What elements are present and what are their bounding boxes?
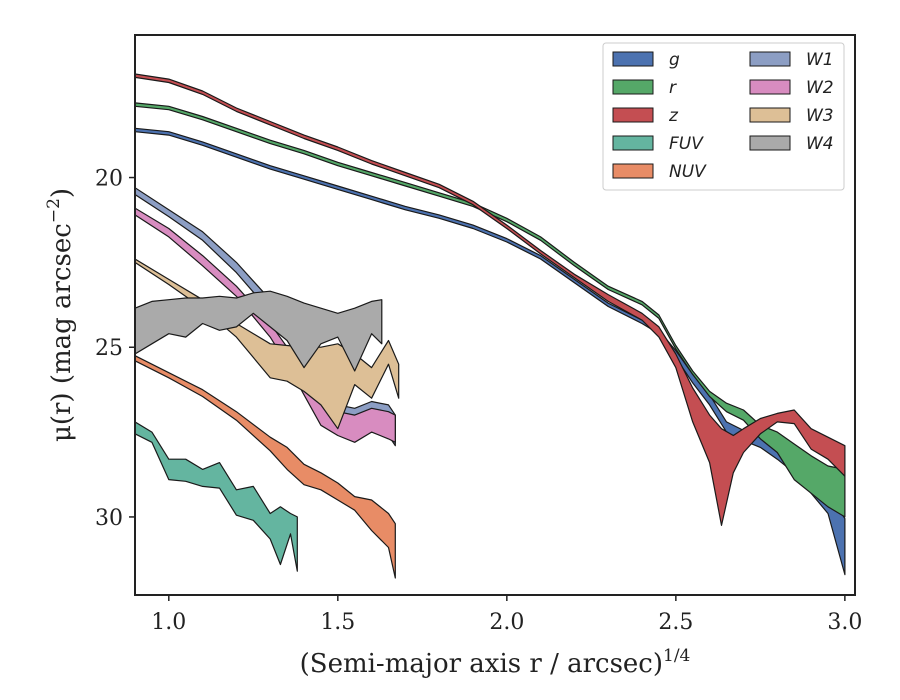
legend-item-z: z xyxy=(612,106,679,126)
legend-swatch xyxy=(612,107,654,123)
legend-swatch xyxy=(612,79,654,95)
legend-item-w4: W4 xyxy=(749,134,834,154)
legend-swatch xyxy=(749,135,791,151)
legend-label: z xyxy=(668,106,679,126)
legend: grz FUV NUV W1 W2 W3 W4 xyxy=(602,42,845,191)
legend-swatch xyxy=(749,107,791,123)
legend-item-w2: W2 xyxy=(749,78,834,98)
band-w4 xyxy=(135,290,383,372)
legend-item-nuv: NUV xyxy=(612,162,707,182)
legend-item-r: r xyxy=(612,78,677,98)
legend-item-w3: W3 xyxy=(749,106,834,126)
y-axis-label: μ(r) (mag arcsec−2) xyxy=(44,188,77,442)
legend-label: W3 xyxy=(806,106,834,126)
y-tick-label: 20 xyxy=(95,167,123,192)
x-tick-label: 2.0 xyxy=(489,610,524,635)
band-fuv xyxy=(135,421,298,572)
legend-swatch xyxy=(612,163,654,179)
legend-label: r xyxy=(669,78,677,98)
legend-swatch xyxy=(749,79,791,95)
legend-label: W1 xyxy=(806,50,834,70)
legend-item-fuv: FUV xyxy=(612,134,704,154)
plot-frame xyxy=(134,34,856,596)
band-z xyxy=(135,73,846,527)
x-tick-label: 1.5 xyxy=(320,610,355,635)
series-bands xyxy=(135,73,846,579)
band-nuv xyxy=(135,355,396,579)
legend-label: FUV xyxy=(669,134,704,154)
band-g xyxy=(135,127,846,576)
legend-label: NUV xyxy=(669,162,707,182)
legend-label: W2 xyxy=(806,78,834,98)
band-r xyxy=(135,102,846,518)
x-axis-label: (Semi-major axis r / arcsec)1/4 xyxy=(300,646,691,679)
x-tick-label: 2.5 xyxy=(658,610,693,635)
x-tick-label: 1.0 xyxy=(151,610,186,635)
y-tick-label: 30 xyxy=(95,506,123,531)
legend-item-g: g xyxy=(612,50,680,70)
y-tick-label: 25 xyxy=(95,336,123,361)
legend-label: g xyxy=(669,50,680,70)
x-axis-ticks: 1.0 1.5 2.0 2.5 3.0 xyxy=(151,595,862,635)
y-axis-ticks: 20 25 30 xyxy=(95,167,135,531)
x-tick-label: 3.0 xyxy=(827,610,862,635)
legend-item-w1: W1 xyxy=(749,50,834,70)
legend-swatch xyxy=(749,51,791,67)
legend-label: W4 xyxy=(806,134,834,154)
legend-swatch xyxy=(612,51,654,67)
legend-swatch xyxy=(612,135,654,151)
